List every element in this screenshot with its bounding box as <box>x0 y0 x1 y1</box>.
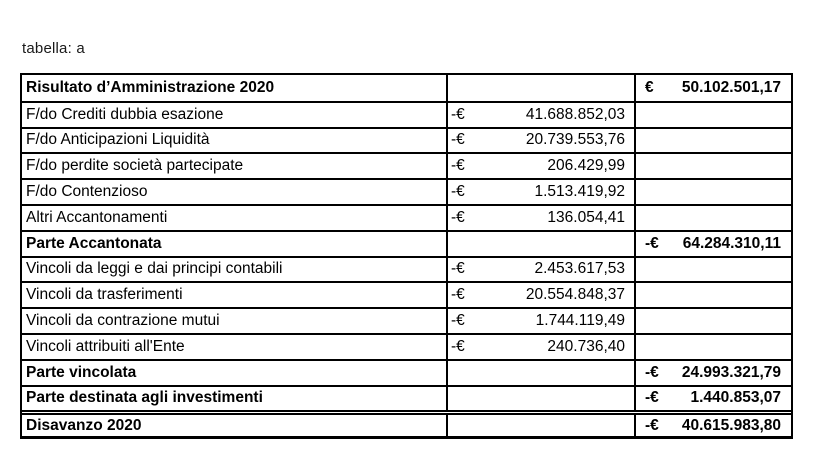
total-cell: -€ 24.993.321,79 <box>636 361 791 385</box>
table-row-parte-accantonata: Parte Accantonata -€ 64.284.310,11 <box>22 229 791 256</box>
currency-sign: -€ <box>451 183 465 201</box>
row-label: F/do Anticipazioni Liquidità <box>22 128 448 153</box>
amount-cell: -€ 20.554.848,37 <box>448 283 636 308</box>
row-label: Risultato d’Amministrazione 2020 <box>22 75 448 101</box>
currency-sign: -€ <box>645 416 659 434</box>
currency-sign: -€ <box>451 286 465 304</box>
currency-sign: -€ <box>451 337 465 355</box>
table-row-altri-accantonamenti: Altri Accantonamenti -€ 136.054,41 <box>22 203 791 230</box>
total-cell <box>636 283 791 307</box>
table-row-fdo-perdite: F/do perdite società partecipate -€ 206.4… <box>22 152 791 179</box>
total-cell <box>636 129 791 153</box>
row-label: Vincoli attribuiti all'Ente <box>22 334 448 359</box>
total-cell: -€ 40.615.983,80 <box>636 415 791 436</box>
total-value: 64.284.310,11 <box>682 234 781 252</box>
amount-value: 20.739.553,76 <box>525 131 625 149</box>
total-value: 1.440.853,07 <box>690 389 781 407</box>
table-row-vincoli-ente: Vincoli attribuiti all'Ente -€ 240.736,40 <box>22 332 791 359</box>
amount-value: 240.736,40 <box>547 337 625 355</box>
amount-value: 1.513.419,92 <box>534 183 625 201</box>
total-cell: -€ 64.284.310,11 <box>636 232 791 256</box>
total-cell <box>636 154 791 178</box>
table-row-vincoli-trasferimenti: Vincoli da trasferimenti -€ 20.554.848,37 <box>22 281 791 308</box>
amount-cell: -€ 41.688.852,03 <box>448 102 636 127</box>
currency-sign: -€ <box>451 260 465 278</box>
currency-sign: -€ <box>645 234 659 252</box>
currency-sign: -€ <box>451 312 465 330</box>
amount-value: 41.688.852,03 <box>525 105 625 123</box>
amount-value: 20.554.848,37 <box>525 286 625 304</box>
currency-sign: -€ <box>451 157 465 175</box>
currency-sign: -€ <box>645 389 659 407</box>
row-label: Vincoli da contrazione mutui <box>22 309 448 333</box>
currency-sign: -€ <box>451 131 465 149</box>
row-label: F/do Crediti dubbia esazione <box>22 102 448 127</box>
risultato-amministrazione-table: Risultato d’Amministrazione 2020 €50.102… <box>20 73 793 440</box>
row-label: Parte destinata agli investimenti <box>22 386 448 411</box>
row-label: Altri Accantonamenti <box>22 205 448 230</box>
row-label: Parte vincolata <box>22 360 448 385</box>
amount-cell: -€ 2.453.617,53 <box>448 257 636 282</box>
page-title: tabella: a <box>22 40 85 57</box>
amount-value: 2.453.617,53 <box>534 260 625 278</box>
table-row-vincoli-mutui: Vincoli da contrazione mutui -€ 1.744.119… <box>22 307 791 333</box>
amount-cell: -€ 136.054,41 <box>448 205 636 230</box>
amount-cell <box>448 360 636 385</box>
amount-value: 206.429,99 <box>547 157 625 175</box>
row-label: Disavanzo 2020 <box>22 415 448 437</box>
total-cell: -€ 1.440.853,07 <box>636 387 791 411</box>
total-cell <box>636 335 791 359</box>
table-row-risultato: Risultato d’Amministrazione 2020 €50.102… <box>22 75 791 101</box>
table-row-fdo-anticipazioni: F/do Anticipazioni Liquidità -€ 20.739.55… <box>22 126 791 153</box>
amount-cell: -€ 206.429,99 <box>448 154 636 179</box>
total-value: 50.102.501,17 <box>681 78 781 96</box>
currency-sign: -€ <box>451 105 465 123</box>
amount-value: 1.744.119,49 <box>535 312 625 330</box>
amount-cell: -€ 1.744.119,49 <box>448 309 636 333</box>
total-cell <box>636 206 791 230</box>
total-cell <box>636 309 791 333</box>
row-label: Vincoli da leggi e dai principi contabil… <box>22 257 448 282</box>
amount-cell <box>448 386 636 411</box>
total-cell: €50.102.501,17 <box>636 75 791 101</box>
currency-sign: -€ <box>645 363 659 381</box>
row-label: Parte Accantonata <box>22 231 448 256</box>
table-row-fdo-crediti: F/do Crediti dubbia esazione -€ 41.688.85… <box>22 100 791 127</box>
table-row-parte-investimenti: Parte destinata agli investimenti -€ 1.44… <box>22 384 791 411</box>
table-row-disavanzo: Disavanzo 2020 -€ 40.615.983,80 <box>22 410 791 437</box>
currency-sign: -€ <box>451 208 465 226</box>
table-row-parte-vincolata: Parte vincolata -€ 24.993.321,79 <box>22 358 791 385</box>
amount-cell <box>448 75 636 101</box>
amount-cell: -€ 20.739.553,76 <box>448 128 636 153</box>
total-cell <box>636 180 791 204</box>
amount-cell: -€ 240.736,40 <box>448 334 636 359</box>
total-value: 40.615.983,80 <box>681 416 781 434</box>
table-row-vincoli-leggi: Vincoli da leggi e dai principi contabil… <box>22 255 791 282</box>
table-row-fdo-contenzioso: F/do Contenzioso -€ 1.513.419,92 <box>22 178 791 204</box>
row-label: F/do perdite società partecipate <box>22 154 448 179</box>
row-label: F/do Contenzioso <box>22 180 448 204</box>
total-cell <box>636 103 791 127</box>
amount-cell <box>448 415 636 437</box>
currency-sign: € <box>645 78 654 96</box>
amount-cell <box>448 231 636 256</box>
row-label: Vincoli da trasferimenti <box>22 283 448 308</box>
total-value: 24.993.321,79 <box>681 363 781 381</box>
total-cell <box>636 258 791 282</box>
amount-cell: -€ 1.513.419,92 <box>448 180 636 204</box>
amount-value: 136.054,41 <box>547 208 625 226</box>
